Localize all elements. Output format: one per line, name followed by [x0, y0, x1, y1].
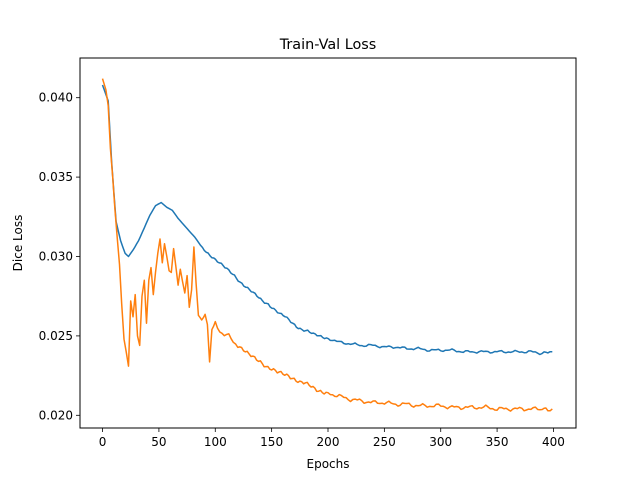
x-tick-label: 400 [542, 435, 565, 449]
plot-lines [101, 78, 553, 412]
x-tick-label: 250 [373, 435, 396, 449]
x-tick-label: 0 [99, 435, 107, 449]
y-tick-label: 0.020 [39, 408, 73, 422]
x-tick-label: 100 [204, 435, 227, 449]
y-tick-label: 0.035 [39, 170, 73, 184]
x-tick-label: 150 [260, 435, 283, 449]
y-tick-label: 0.040 [39, 91, 73, 105]
x-tick-label: 200 [317, 435, 340, 449]
x-tick-label: 350 [486, 435, 509, 449]
y-axis-ticks: 0.020 0.025 0.030 0.035 0.040 [39, 91, 80, 422]
x-axis-ticks: 0 50 100 150 200 250 300 350 400 [99, 428, 565, 449]
x-axis-label: Epochs [307, 457, 350, 471]
x-tick-label: 300 [429, 435, 452, 449]
x-tick-label: 50 [151, 435, 166, 449]
series-line-1 [101, 84, 553, 356]
y-tick-label: 0.030 [39, 249, 73, 263]
y-axis-label: Dice Loss [11, 215, 25, 272]
y-tick-label: 0.025 [39, 329, 73, 343]
series-line-2 [101, 78, 553, 412]
chart-title: Train-Val Loss [279, 37, 377, 53]
